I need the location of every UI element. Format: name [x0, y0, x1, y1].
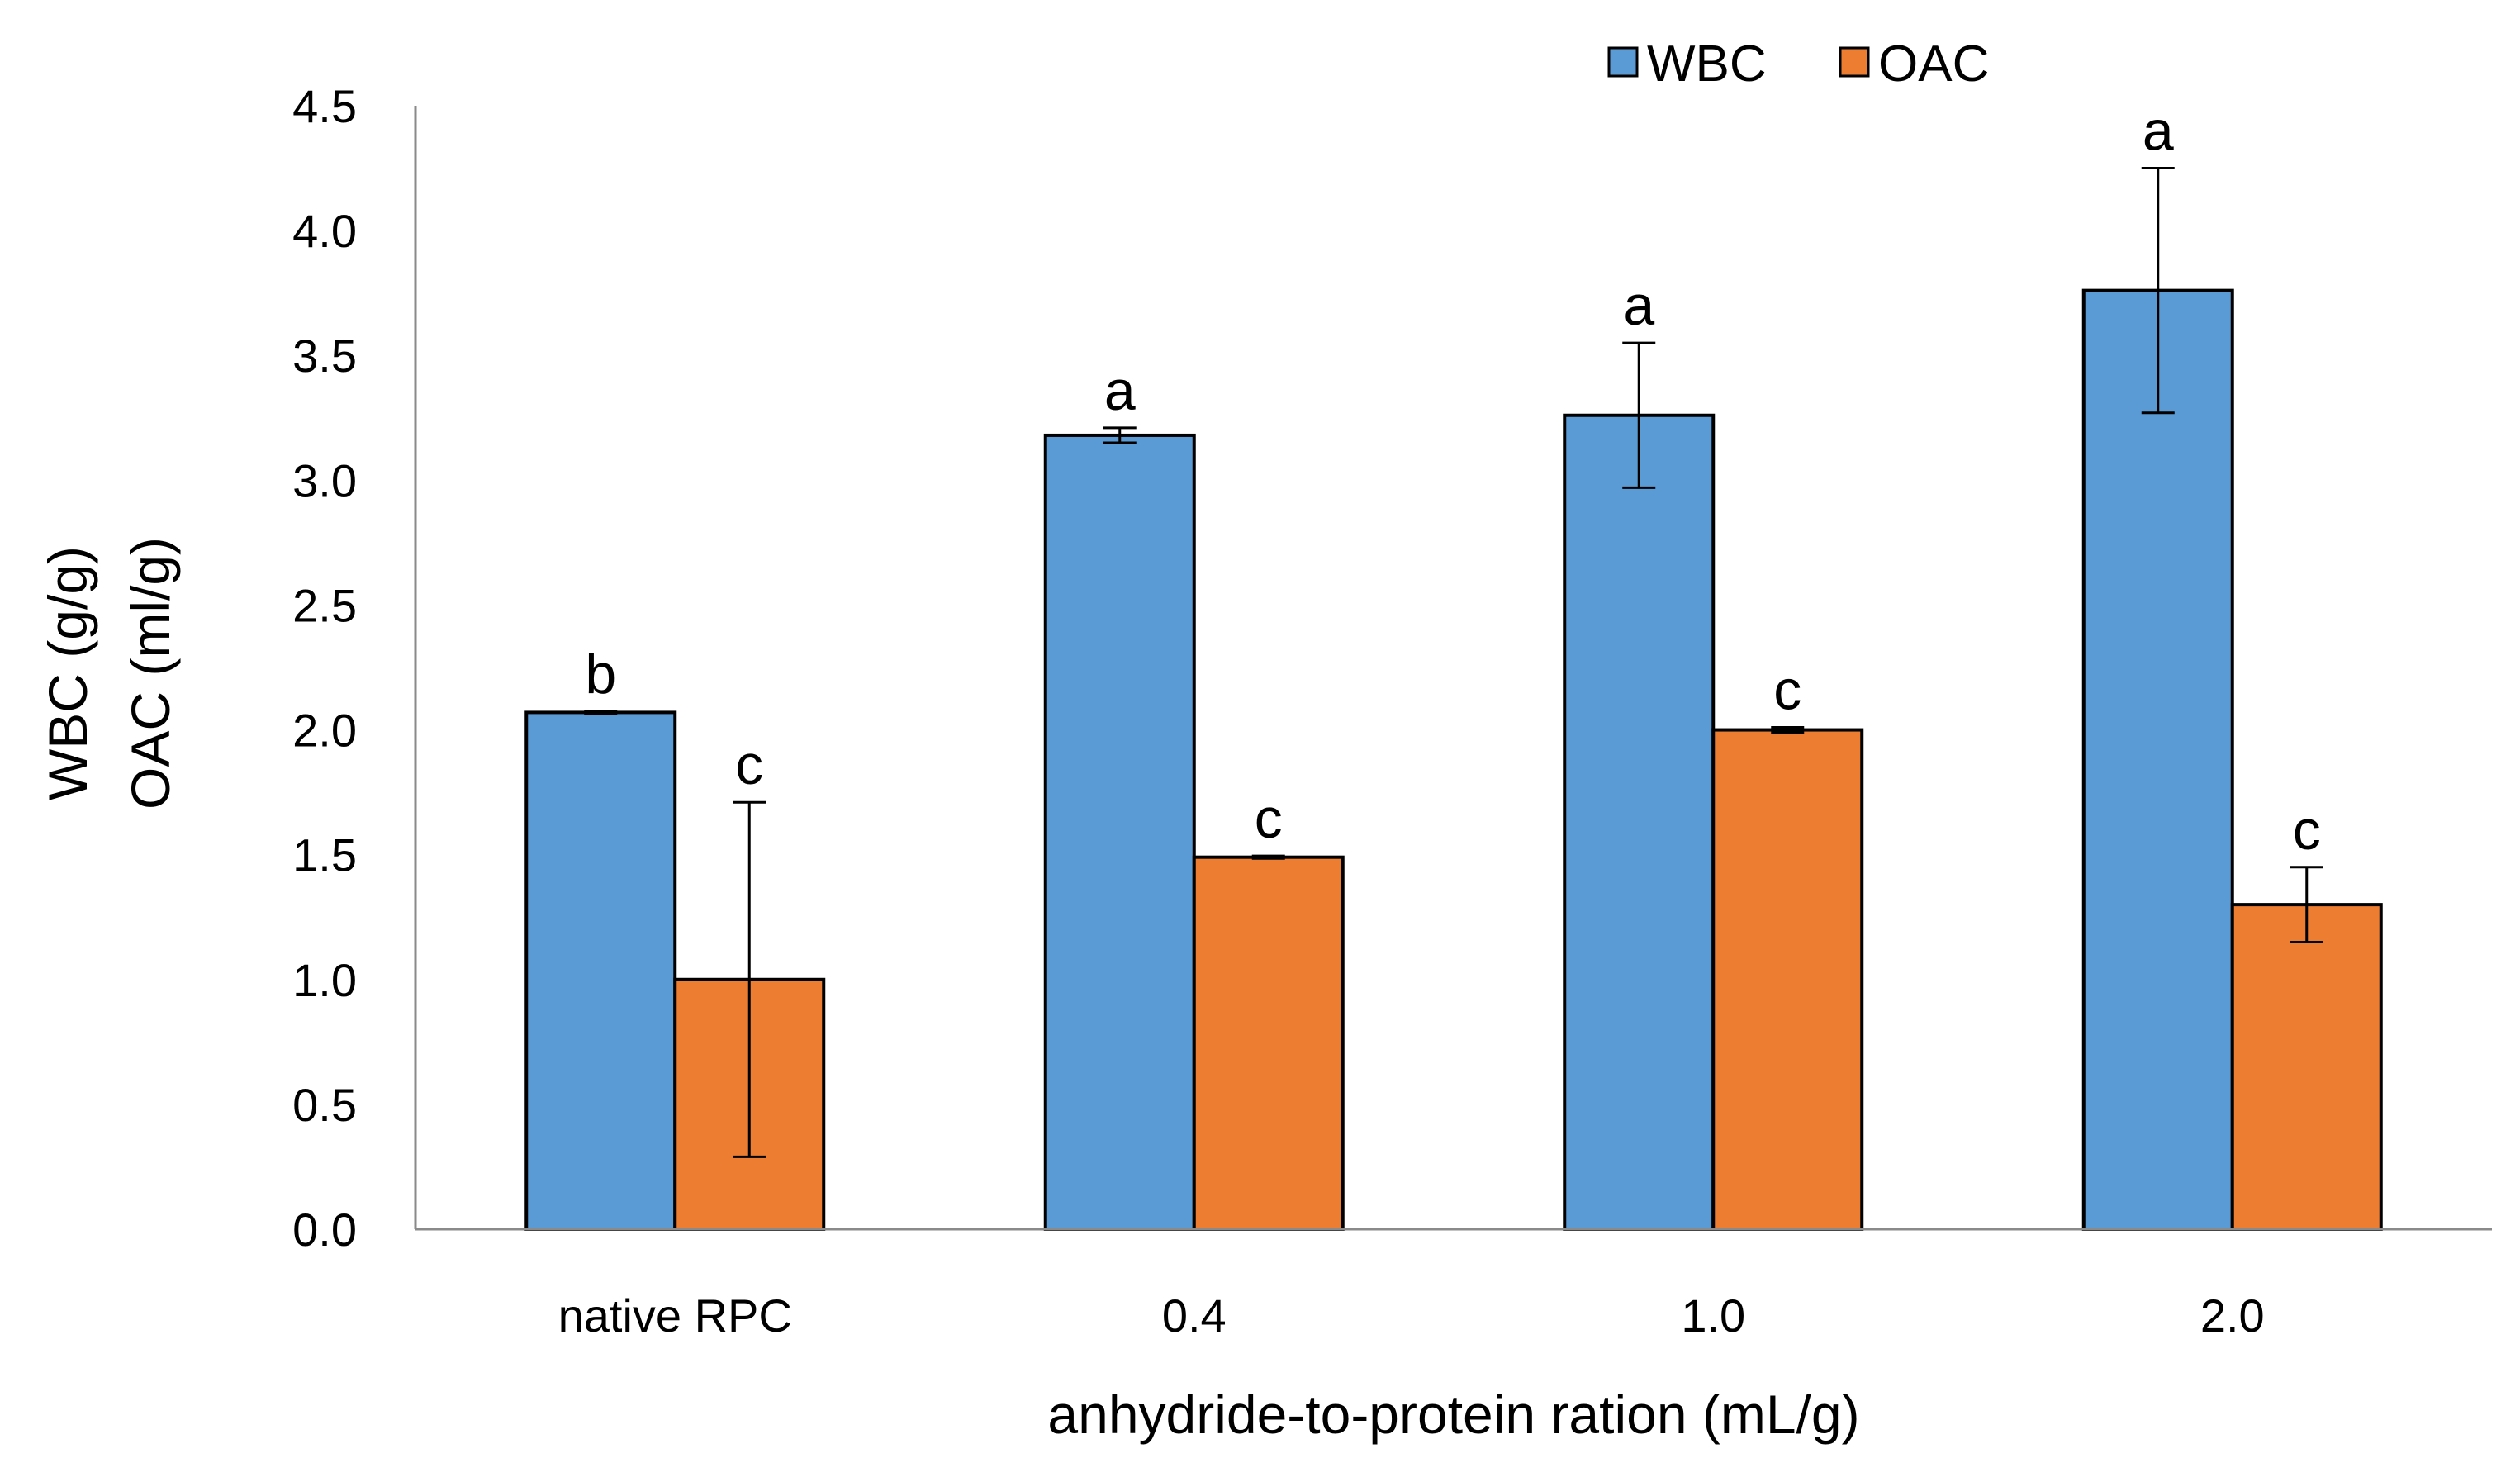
x-axis-title: anhydride-to-protein ration (mL/g): [1047, 1384, 1859, 1445]
y-tick-label: 3.0: [292, 454, 357, 506]
error-bar-oac: [1771, 726, 1805, 734]
x-tick-label: 1.0: [1681, 1289, 1745, 1342]
legend: WBC OAC: [1607, 36, 1989, 93]
legend-swatch-wbc: [1607, 46, 1639, 78]
y-axis-ticks: 0.0 0.5 1.0 1.5 2.0 2.5 3.0 3.5 4.0 4.5: [292, 80, 357, 1256]
significance-letter-wbc: b: [585, 643, 616, 705]
error-bar-oac: [1251, 854, 1285, 860]
significance-letter-wbc: a: [1104, 359, 1136, 422]
error-bar-wbc: [2141, 167, 2175, 415]
y-tick-label: 3.5: [292, 330, 357, 382]
x-axis-tick-labels: native RPC 0.4 1.0 2.0: [558, 1289, 2265, 1342]
legend-label-wbc: WBC: [1647, 36, 1767, 93]
significance-letter-oac: c: [1773, 659, 1801, 722]
y-tick-label: 1.0: [292, 954, 357, 1006]
error-bar-oac: [733, 800, 766, 1158]
bar-groups: b a a a c c c c: [524, 100, 2383, 1232]
significance-letter-oac: c: [735, 734, 763, 796]
significance-letter-oac: c: [2293, 799, 2321, 862]
bar-wbc: [524, 710, 677, 1231]
bar-oac: [1711, 728, 1864, 1231]
legend-item-wbc: WBC: [1607, 36, 1767, 93]
y-axis-title-line-1: WBC (g/g): [37, 546, 98, 800]
x-tick-label: 0.4: [1162, 1289, 1227, 1342]
legend-swatch-oac: [1839, 46, 1870, 78]
error-bar-wbc: [1622, 341, 1656, 489]
bar-wbc: [1563, 413, 1716, 1231]
axes: [414, 106, 2492, 1231]
error-bar-wbc: [584, 710, 618, 715]
y-tick-label: 0.5: [292, 1079, 357, 1131]
error-bar-oac: [2290, 866, 2323, 943]
bar-wbc: [1043, 433, 1196, 1231]
legend-label-oac: OAC: [1878, 36, 1989, 93]
significance-letter-oac: c: [1255, 787, 1283, 850]
x-tick-label: native RPC: [558, 1289, 792, 1342]
y-axis-title: WBC (g/g) OAC (ml/g): [37, 537, 181, 810]
x-tick-label: 2.0: [2200, 1289, 2265, 1342]
significance-letter-wbc: a: [2143, 100, 2174, 163]
bar-oac: [2230, 903, 2383, 1231]
y-tick-label: 4.0: [292, 205, 357, 257]
y-tick-label: 2.0: [292, 705, 357, 757]
y-axis-title-line-2: OAC (ml/g): [120, 537, 181, 810]
bar-oac: [1192, 855, 1345, 1231]
y-tick-label: 4.5: [292, 80, 357, 132]
y-tick-label: 1.5: [292, 829, 357, 881]
significance-letter-wbc: a: [1623, 274, 1654, 337]
error-bar-wbc: [1103, 426, 1137, 444]
y-tick-label: 0.0: [292, 1204, 357, 1256]
y-tick-label: 2.5: [292, 579, 357, 631]
legend-item-oac: OAC: [1839, 36, 1989, 93]
bar-wbc: [2081, 288, 2234, 1232]
